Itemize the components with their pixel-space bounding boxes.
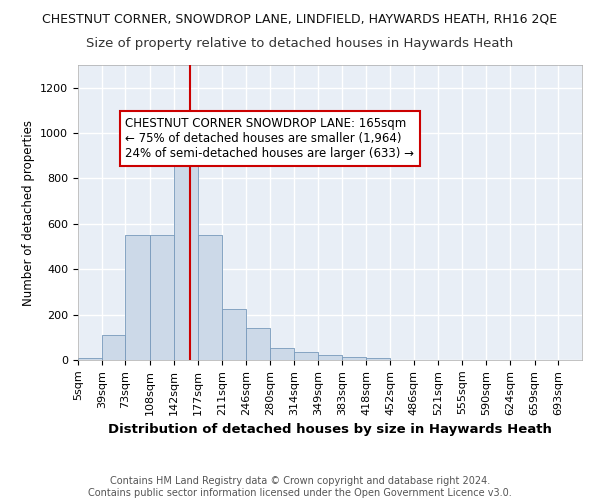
Bar (102, 335, 125, 360)
Text: CHESTNUT CORNER SNOWDROP LANE: 165sqm
← 75% of detached houses are smaller (1,96: CHESTNUT CORNER SNOWDROP LANE: 165sqm ← … (125, 117, 415, 160)
Bar (222, 309, 246, 360)
Text: CHESTNUT CORNER, SNOWDROP LANE, LINDFIELD, HAYWARDS HEATH, RH16 2QE: CHESTNUT CORNER, SNOWDROP LANE, LINDFIEL… (43, 12, 557, 26)
Bar (366, 358, 390, 360)
X-axis label: Distribution of detached houses by size in Haywards Heath: Distribution of detached houses by size … (108, 423, 552, 436)
Bar (270, 348, 294, 360)
Text: Contains HM Land Registry data © Crown copyright and database right 2024.
Contai: Contains HM Land Registry data © Crown c… (88, 476, 512, 498)
Bar (150, 235, 173, 360)
Y-axis label: Number of detached properties: Number of detached properties (22, 120, 35, 306)
Bar (78, 358, 102, 360)
Bar (318, 356, 342, 360)
Text: Size of property relative to detached houses in Haywards Heath: Size of property relative to detached ho… (86, 38, 514, 51)
Bar (342, 356, 366, 360)
Bar (198, 235, 222, 360)
Bar (294, 352, 318, 360)
Bar (125, 235, 150, 360)
Bar (173, 151, 198, 360)
Bar (246, 328, 270, 360)
